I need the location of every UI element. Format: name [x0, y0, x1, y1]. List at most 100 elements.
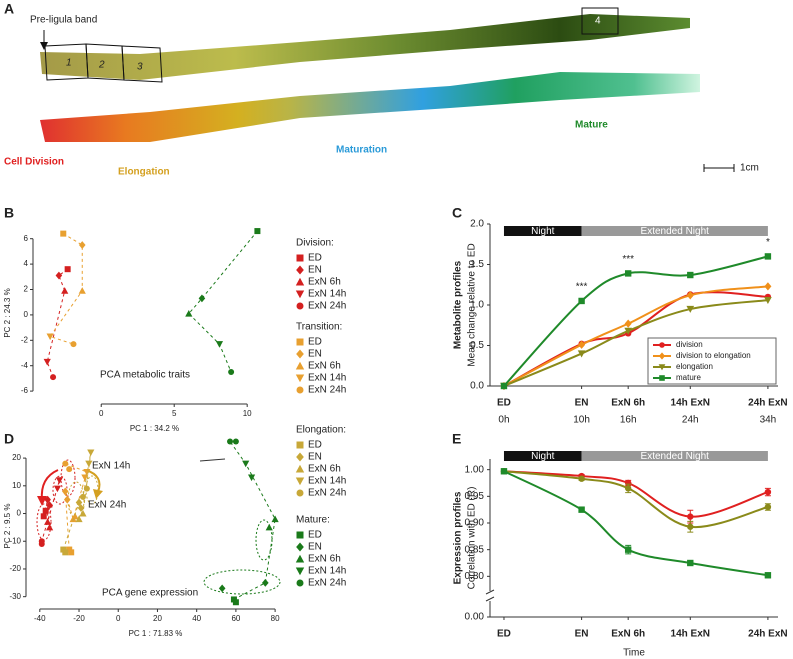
- x-tick-label: 60: [231, 614, 240, 623]
- point: [70, 341, 77, 348]
- legend-marker: [296, 441, 304, 449]
- point: [242, 460, 250, 468]
- point: [687, 523, 694, 530]
- legend-entry: ExN 24h: [308, 578, 346, 589]
- y-tick-label: 1.00: [465, 464, 485, 475]
- section-boxes: [44, 7, 619, 83]
- legend-marker: [658, 352, 666, 360]
- point: [60, 230, 67, 237]
- x-category-label: ExN 6h: [611, 629, 645, 640]
- y-tick-label: 2: [24, 285, 29, 294]
- y-axis-title: Correlation with ED (R): [467, 487, 478, 590]
- y-tick-label: 20: [12, 453, 21, 462]
- point: [78, 287, 86, 294]
- point: [61, 487, 69, 496]
- y-tick-label: 0.00: [465, 612, 485, 623]
- y-axis-title: PC 2 : 9.5 %: [3, 504, 12, 549]
- legend-title: Mature:: [296, 515, 330, 526]
- y-tick-label: 0.95: [465, 491, 485, 502]
- legend-entry: ED: [308, 337, 322, 348]
- legend-entry: ExN 14h: [308, 289, 346, 300]
- legend-marker: [295, 567, 305, 576]
- point: [254, 228, 261, 235]
- point: [764, 253, 772, 260]
- legend-entry: ExN 6h: [308, 464, 341, 475]
- point: [624, 319, 632, 328]
- x-category-label: ED: [497, 398, 511, 409]
- point: [232, 438, 239, 445]
- x-tick-label: 10: [243, 409, 252, 418]
- legend-entry: ExN 6h: [308, 277, 341, 288]
- legend-entry: ExN 6h: [308, 554, 341, 565]
- point: [578, 475, 585, 482]
- y-tick-label: 0.85: [465, 544, 485, 555]
- legend-marker: [295, 277, 305, 286]
- cluster-ellipse: [203, 569, 281, 595]
- legend-marker: [295, 374, 305, 383]
- callout-line: [199, 458, 226, 462]
- point: [624, 479, 632, 487]
- point: [686, 305, 695, 313]
- legend-entry: ED: [308, 530, 322, 541]
- x-tick-label: 10h: [573, 415, 590, 426]
- legend-entry: EN: [308, 542, 322, 553]
- y-tick-label: 0.80: [465, 571, 485, 582]
- y-tick-label: 1.0: [470, 300, 484, 311]
- section-box: [581, 7, 619, 35]
- x-tick-label: 5: [172, 409, 177, 418]
- y-tick-label: 1.5: [470, 259, 484, 270]
- y-tick-label: -2: [21, 335, 29, 344]
- point: [686, 291, 694, 300]
- legend-title: Elongation:: [296, 425, 346, 436]
- point: [46, 333, 54, 341]
- point: [578, 506, 585, 513]
- y-tick-label: -30: [9, 592, 21, 601]
- y-axis-title: Metabolite profiles: [453, 260, 464, 349]
- point: [53, 485, 62, 493]
- legend-entry: mature: [676, 373, 701, 382]
- x-tick-label: -40: [34, 614, 46, 623]
- y-tick-label: -20: [9, 564, 21, 573]
- point: [40, 513, 47, 520]
- y-tick-label: 0.5: [470, 340, 484, 351]
- point: [271, 515, 279, 523]
- x-tick-label: 24h: [682, 415, 699, 426]
- point: [624, 546, 632, 553]
- y-tick-label: 6: [24, 234, 29, 243]
- legend-marker: [296, 386, 304, 394]
- legend-marker: [295, 361, 305, 370]
- point: [764, 488, 772, 496]
- legend-entry: ED: [308, 253, 322, 264]
- x-axis-title: PC 1 : 34.2 %: [130, 424, 179, 433]
- point: [83, 485, 90, 492]
- x-tick-label: -20: [73, 614, 85, 623]
- legend-marker: [296, 542, 304, 552]
- point: [44, 495, 51, 504]
- x-tick-label: 80: [271, 614, 280, 623]
- section-label: 1: [66, 58, 72, 69]
- point: [578, 340, 586, 349]
- y-tick-label: -6: [21, 386, 29, 395]
- legend-marker: [296, 349, 304, 359]
- point: [215, 341, 224, 348]
- section-label: 2: [98, 60, 105, 71]
- y-axis-title: Expression profiles: [453, 491, 464, 584]
- section-box: [121, 45, 163, 83]
- panel-label: E: [452, 431, 461, 447]
- point: [85, 460, 93, 468]
- y-tick-label: -10: [9, 536, 21, 545]
- point: [55, 271, 63, 280]
- point: [75, 515, 83, 523]
- x-category-label: 14h ExN: [671, 629, 710, 640]
- section-label: 3: [137, 62, 143, 73]
- y-tick-label: 0: [24, 310, 29, 319]
- point: [198, 294, 206, 303]
- legend-entry: division to elongation: [676, 351, 751, 360]
- point: [71, 512, 79, 520]
- panel-label: D: [4, 431, 14, 447]
- point: [62, 460, 69, 467]
- point: [79, 493, 86, 500]
- legend-entry: ExN 24h: [308, 385, 346, 396]
- point: [227, 438, 234, 445]
- zone-label: Cell Division: [4, 157, 64, 168]
